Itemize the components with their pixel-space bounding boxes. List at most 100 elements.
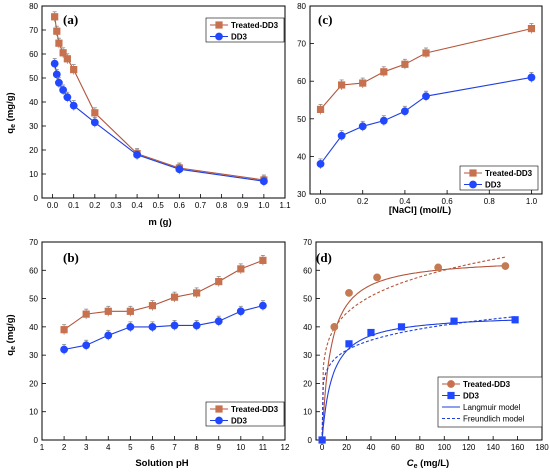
panel-d-data-point: [318, 436, 326, 444]
panel-b-xtick-label: 7: [172, 443, 177, 452]
panel-a-xtick-label: 0.1: [68, 201, 80, 210]
panel-b-xtick-label: 11: [259, 443, 268, 452]
panel-b-data-point: [60, 345, 68, 354]
panel-b-ytick-label: 40: [29, 323, 38, 332]
panel-a-xtick-label: 0.9: [237, 201, 249, 210]
legend-swatch-marker: [447, 380, 455, 388]
panel-d-ytick-label: 0: [308, 436, 313, 445]
panel-c-xtick-label: 0.6: [442, 197, 454, 206]
panel-c-xtick-label: 0.0: [315, 197, 327, 206]
panel-d-xtick-label: 100: [438, 443, 452, 452]
panel-a-xtick-label: 0.4: [132, 201, 144, 210]
panel-d-data-point: [330, 322, 339, 331]
panel-a-ytick-label: 50: [29, 74, 38, 83]
panel-b-ytick-label: 70: [29, 238, 38, 247]
panel-b-data-point: [148, 302, 157, 310]
panel-a-ytick-label: 60: [29, 50, 38, 59]
panel-d-freundlich-fit-line: [321, 316, 516, 441]
panel-d-data-point: [434, 263, 443, 272]
panel-a-xtick-label: 0.3: [110, 201, 122, 210]
panel-d-xtick-label: 40: [367, 443, 376, 452]
panel-d-frame: [315, 241, 543, 441]
panel-a-ytick-label: 80: [29, 2, 38, 11]
panel-a-series-line: [54, 16, 264, 181]
panel-a-data-point: [70, 66, 78, 74]
panel-d-ytick-label: 70: [303, 238, 312, 247]
panel-a-data-point: [259, 177, 268, 186]
panel-c-ytick-label: 50: [297, 115, 306, 124]
legend-swatch-marker: [469, 180, 477, 189]
panel-c-frame: [309, 5, 543, 195]
panel-b-ytick-label: 60: [29, 266, 38, 275]
panel-b-data-point: [214, 317, 223, 326]
panel-a-ytick-label: 70: [29, 26, 38, 35]
panel-d-xlabel: Ce (mg/L): [407, 458, 449, 470]
panel-c-data-point: [422, 92, 430, 101]
panel-a-ylabel: qe (mg/g): [5, 92, 17, 133]
panel-b-series-line: [63, 259, 264, 331]
panel-a-ytick-label: 40: [29, 98, 38, 107]
panel-d-data-point: [450, 317, 458, 325]
panel-b-data-point: [104, 331, 113, 340]
panel-c-label: (c): [318, 12, 332, 27]
legend-entry-label: Treated-DD3: [231, 405, 279, 414]
panel-a-ytick-label: 30: [29, 122, 38, 131]
panel-b-label: (b): [63, 250, 79, 265]
panel-b-data-point: [170, 293, 179, 301]
panel-c-ytick-label: 40: [297, 152, 306, 161]
panel-d-data-point: [345, 289, 353, 297]
panel-d-ytick-label: 20: [303, 379, 312, 388]
panel-a-data-point: [69, 101, 78, 110]
panel-a-data-point: [50, 59, 59, 68]
panel-a-xtick-label: 0.5: [153, 201, 165, 210]
panel-d-xtick-label: 20: [342, 443, 351, 452]
panel-a-xtick-label: 0.0: [47, 201, 59, 210]
panel-d-data-point: [367, 328, 375, 337]
legend-entry-label: DD3: [231, 33, 248, 42]
panel-b-frame: [41, 241, 286, 441]
panel-b-xtick-label: 6: [150, 443, 155, 452]
legend-swatch-marker: [215, 21, 223, 29]
panel-a-ytick-label: 20: [29, 146, 38, 155]
panel-d-data-point: [501, 262, 510, 270]
panel-c-data-point: [527, 73, 536, 82]
panel-c-data-point: [316, 160, 325, 168]
panel-c-data-point: [337, 131, 346, 140]
legend-entry-label: Langmuir model: [463, 403, 521, 412]
panel-a-ytick-label: 10: [29, 170, 38, 179]
chart-panel-a: 0.0 0.1 0.2 0.3 0.4 0.5 0.6 0.7 0.8 0.9 1.0 1.1 0 10 2…: [5, 2, 291, 228]
panel-b-ylabel: qe (mg/g): [5, 314, 17, 355]
panel-b-data-point: [104, 307, 112, 315]
panel-b-xtick-label: 12: [281, 443, 290, 452]
panel-b-data-point: [148, 322, 157, 331]
panel-b-data-point: [215, 277, 223, 286]
panel-a-xtick-label: 1.0: [258, 201, 270, 210]
panel-c-data-point: [401, 60, 409, 68]
legend-entry-label: Treated-DD3: [463, 380, 511, 389]
panel-a-data-point: [59, 86, 68, 94]
panel-b-xtick-label: 5: [128, 443, 133, 452]
panel-a-data-point: [175, 165, 184, 174]
panel-d-ytick-label: 50: [303, 295, 312, 304]
panel-b-ytick-label: 0: [34, 436, 39, 445]
panel-a-series-line: [54, 63, 264, 182]
panel-a-data-point: [55, 78, 63, 87]
panel-b-ytick-label: 10: [29, 408, 38, 417]
panel-d-data-point: [511, 316, 519, 324]
panel-d-xtick-label: 60: [391, 443, 400, 452]
panel-b-xtick-label: 9: [217, 443, 222, 452]
panel-a-data-point: [91, 109, 99, 117]
panel-c-data-point: [359, 79, 367, 87]
panel-c-data-point: [379, 116, 388, 125]
panel-c-data-point: [527, 24, 536, 33]
panel-b-ytick-label: 20: [29, 379, 38, 388]
panel-c-ytick-label: 70: [297, 40, 306, 49]
panel-b-xtick-label: 3: [84, 443, 89, 452]
panel-b-xtick-label: 4: [106, 443, 111, 452]
panel-d-xtick-label: 120: [462, 443, 476, 452]
panel-c-data-point: [358, 122, 367, 131]
panel-c-data-point: [422, 49, 430, 57]
panel-c-ytick-label: 80: [297, 2, 306, 11]
chart-panel-c: 0.0 0.2 0.4 0.6 0.8 1.0 30 40 50 60 70 80 Treated-DD…: [297, 2, 543, 216]
